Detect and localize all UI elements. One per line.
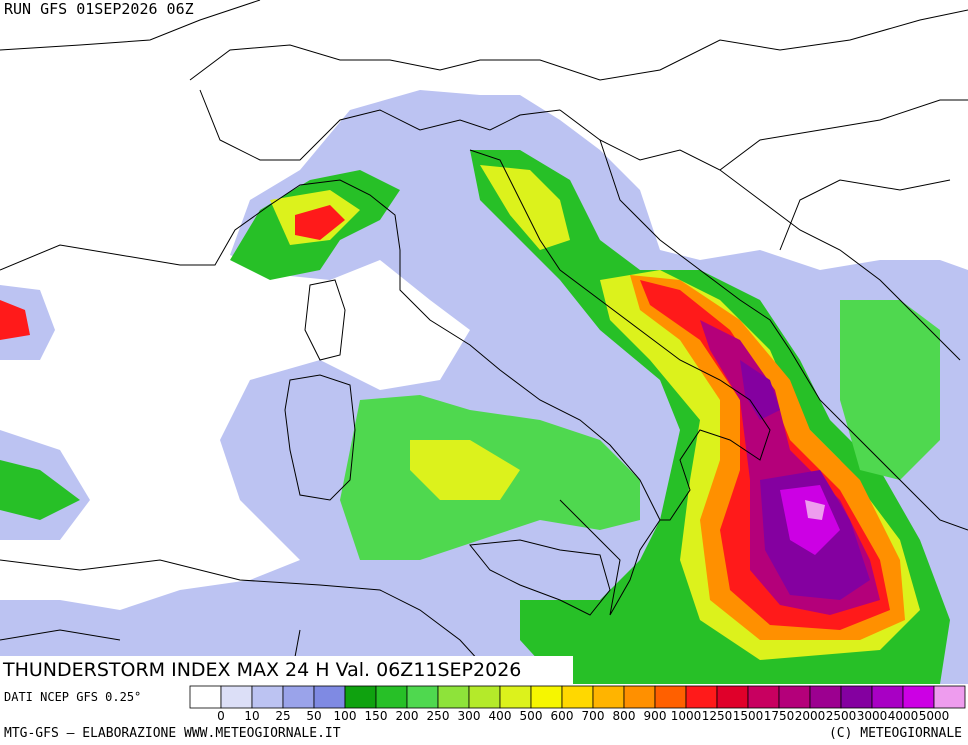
legend-label: 5000 [919,709,950,723]
legend-swatch [902,685,935,709]
legend-label: 1000 [671,709,702,723]
legend-swatch [468,685,501,709]
map [0,0,968,684]
legend-label: 100 [334,709,357,723]
legend-swatch [344,685,377,709]
legend-label: 2500 [826,709,857,723]
legend-label: 1500 [733,709,764,723]
legend-label: 300 [458,709,481,723]
legend-label: 900 [644,709,667,723]
legend-label: 3000 [857,709,888,723]
legend-label: 50 [306,709,321,723]
index-field [0,90,968,684]
legend-swatch [313,685,346,709]
legend-swatch [840,685,873,709]
legend-label: 600 [551,709,574,723]
legend-swatch [592,685,625,709]
boundaries [0,0,968,684]
legend-swatch [809,685,842,709]
legend-label: 2000 [795,709,826,723]
legend-swatch [530,685,563,709]
map-title: THUNDERSTORM INDEX MAX 24 H Val. 06Z11SE… [0,656,573,684]
legend-swatch [623,685,656,709]
legend-swatch [282,685,315,709]
legend-swatch [654,685,687,709]
legend-label: 4000 [888,709,919,723]
legend-label: 400 [489,709,512,723]
legend-label: 700 [582,709,605,723]
credit-label: MTG-GFS – ELABORAZIONE WWW.METEOGIORNALE… [4,726,341,741]
color-legend: 0 10 25 50 100 150 200 250 300 400 500 600 700 800 900… [189,685,966,723]
legend-label: 800 [613,709,636,723]
copyright-label: (C) METEOGIORNALE [828,726,962,741]
legend-swatch [375,685,408,709]
legend-swatch [561,685,594,709]
legend-swatch [251,685,284,709]
legend-swatch [189,685,222,709]
legend-label: 150 [365,709,388,723]
legend-label: 1250 [702,709,733,723]
legend-swatch [716,685,749,709]
legend-swatch [685,685,718,709]
source-label: DATI NCEP GFS 0.25° [4,690,142,704]
legend-label: 250 [427,709,450,723]
legend-swatch [747,685,780,709]
legend-label: 25 [275,709,290,723]
legend-label: 10 [244,709,259,723]
run-label: RUN GFS 01SEP2026 06Z [4,0,194,18]
legend-label: 0 [217,709,225,723]
legend-label: 500 [520,709,543,723]
legend-swatch [871,685,904,709]
legend-label: 200 [396,709,419,723]
legend-swatch [933,685,966,709]
legend-swatch [778,685,811,709]
legend-swatch [406,685,439,709]
legend-label: 1750 [764,709,795,723]
legend-swatch [499,685,532,709]
legend-swatch [220,685,253,709]
legend-swatch [437,685,470,709]
